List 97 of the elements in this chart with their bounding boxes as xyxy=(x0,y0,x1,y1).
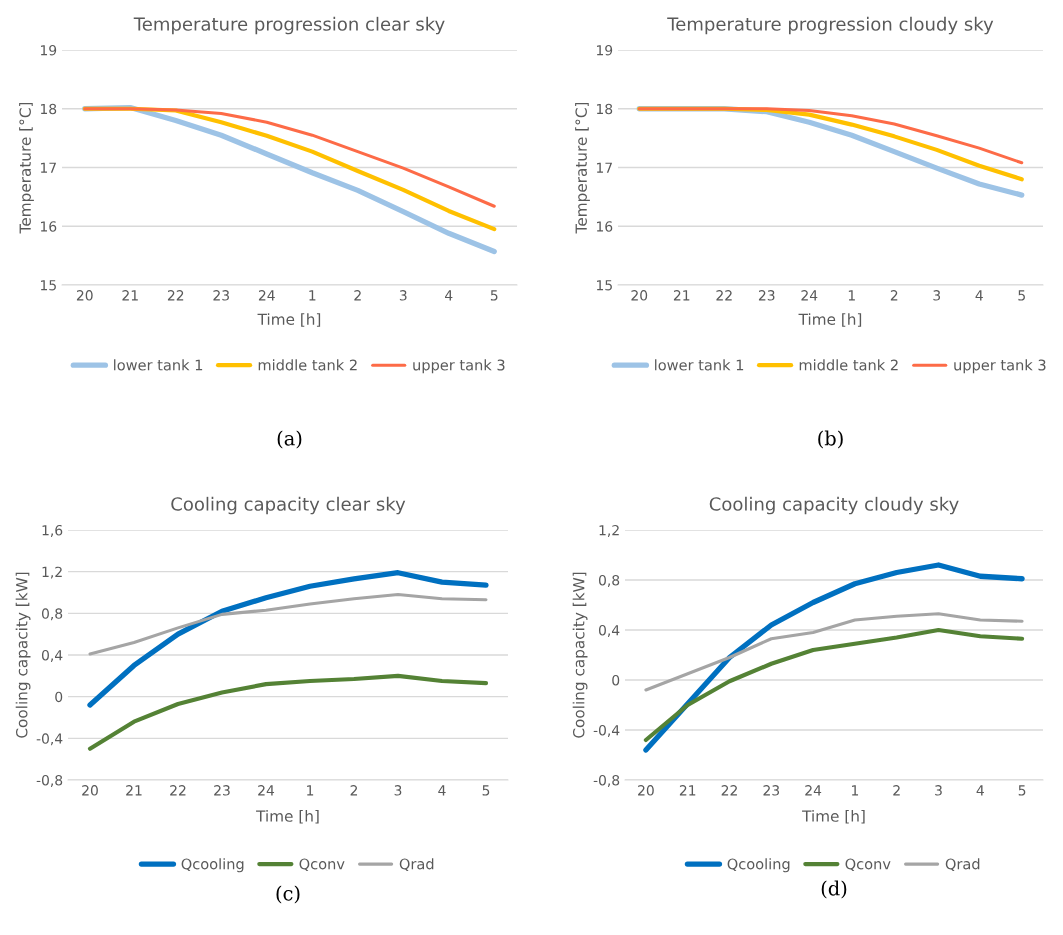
x-axis-title: Time [h] xyxy=(802,810,865,824)
chart-title: Temperature progression cloudy sky xyxy=(667,16,994,35)
x-tick-label: 21 xyxy=(673,290,690,301)
x-axis-title: Time [h] xyxy=(257,313,321,327)
x-tick-label: 23 xyxy=(758,290,775,301)
x-tick-label: 23 xyxy=(213,290,229,301)
x-axis-title: Time [h] xyxy=(798,313,862,327)
x-tick-label: 1 xyxy=(852,785,859,796)
legend-label: middle tank 2 xyxy=(258,359,357,371)
y-tick-label: 1,2 xyxy=(42,566,62,579)
x-tick-label: 22 xyxy=(716,290,732,301)
y-tick-label: -0,8 xyxy=(593,774,620,787)
text: (a) xyxy=(277,430,302,449)
x-tick-label: 4 xyxy=(445,290,453,301)
x-tick-label: 24 xyxy=(258,290,275,301)
x-tick-label: 24 xyxy=(801,290,818,301)
legend-label: upper tank 3 xyxy=(954,359,1046,374)
x-tick-label: 21 xyxy=(679,785,696,796)
legend-label: Qcooling xyxy=(181,858,244,873)
y-axis-title: Temperature [°C] xyxy=(19,102,34,234)
y-tick-label: 15 xyxy=(596,280,612,291)
x-tick-label: 5 xyxy=(1018,290,1025,301)
x-tick-label: 4 xyxy=(438,785,446,796)
x-tick-label: 3 xyxy=(935,785,942,796)
line-series xyxy=(87,673,489,751)
y-tick-label: 0,4 xyxy=(598,624,620,637)
x-tick-label: 24 xyxy=(805,785,822,796)
y-axis-title: Temperature [°C] xyxy=(575,102,590,234)
x-tick-label: 4 xyxy=(975,290,983,301)
y-tick-label: 15 xyxy=(40,280,56,291)
x-tick-label: 20 xyxy=(638,785,654,796)
y-tick-label: 16 xyxy=(596,221,613,232)
x-tick-label: 2 xyxy=(350,785,358,796)
y-tick-label: -0,4 xyxy=(36,733,63,746)
x-tick-label: 1 xyxy=(307,785,314,796)
x-tick-label: 5 xyxy=(490,290,498,301)
y-tick-label: 16 xyxy=(40,221,57,232)
legend-label: lower tank 1 xyxy=(114,359,203,371)
y-tick-label: 0,8 xyxy=(41,608,63,621)
y-tick-label: -0,4 xyxy=(593,724,620,737)
x-tick-label: 20 xyxy=(82,785,98,796)
text: (b) xyxy=(818,430,843,449)
legend-label: lower tank 1 xyxy=(655,359,744,371)
legend-label: Qconv xyxy=(299,858,345,872)
x-axis-title: Time [h] xyxy=(256,810,319,824)
x-tick-label: 20 xyxy=(631,290,648,301)
chart-title: Cooling capacity clear sky xyxy=(171,496,406,515)
legend-label: middle tank 2 xyxy=(799,359,898,371)
y-tick-label: 17 xyxy=(596,162,612,173)
text: (c) xyxy=(276,885,300,904)
line-series xyxy=(83,107,496,208)
x-tick-label: 22 xyxy=(167,290,184,301)
y-tick-label: 19 xyxy=(40,44,57,56)
x-tick-label: 21 xyxy=(126,785,142,796)
x-tick-label: 2 xyxy=(890,290,898,301)
x-tick-label: 2 xyxy=(893,785,900,796)
line-series xyxy=(643,627,1025,743)
y-tick-label: 0,4 xyxy=(41,649,63,662)
y-tick-label: 19 xyxy=(596,44,613,56)
y-tick-label: 17 xyxy=(40,162,56,173)
y-tick-label: 1,6 xyxy=(42,524,63,537)
y-tick-label: 0 xyxy=(612,674,620,686)
y-tick-label: 18 xyxy=(596,103,613,115)
x-tick-label: 1 xyxy=(848,290,855,301)
y-axis-title: Cooling capacity [kW] xyxy=(572,572,588,738)
legend-label: Qcooling xyxy=(727,858,790,873)
y-tick-label: 0,8 xyxy=(598,574,620,587)
line-series xyxy=(88,593,488,656)
legend-label: Qconv xyxy=(845,858,891,872)
x-tick-label: 23 xyxy=(763,785,780,796)
legend-label: upper tank 3 xyxy=(413,359,505,374)
x-tick-label: 22 xyxy=(170,785,186,796)
x-tick-label: 4 xyxy=(976,785,984,796)
x-tick-label: 3 xyxy=(933,290,941,301)
x-tick-label: 1 xyxy=(309,290,316,301)
x-tick-label: 23 xyxy=(214,785,230,796)
x-tick-label: 5 xyxy=(1018,785,1026,796)
y-axis-title: Cooling capacity [kW] xyxy=(15,572,31,738)
y-tick-label: 18 xyxy=(40,103,57,115)
text: (d) xyxy=(821,880,847,899)
x-tick-label: 3 xyxy=(394,785,402,796)
x-tick-label: 2 xyxy=(354,290,361,301)
legend-label: Qrad xyxy=(399,858,434,872)
x-tick-label: 20 xyxy=(76,290,93,301)
x-tick-label: 22 xyxy=(721,785,737,796)
y-tick-label: -0,8 xyxy=(36,774,63,787)
x-tick-label: 5 xyxy=(482,785,490,796)
line-series xyxy=(644,612,1024,692)
line-series xyxy=(637,107,1024,165)
y-tick-label: 1,2 xyxy=(599,524,619,537)
x-tick-label: 21 xyxy=(122,290,138,301)
legend-label: Qrad xyxy=(945,858,980,872)
y-tick-label: 0 xyxy=(55,691,63,703)
chart-title: Cooling capacity cloudy sky xyxy=(709,496,959,515)
chart-title: Temperature progression clear sky xyxy=(133,16,445,35)
x-tick-label: 24 xyxy=(258,785,275,796)
x-tick-label: 3 xyxy=(399,290,407,301)
